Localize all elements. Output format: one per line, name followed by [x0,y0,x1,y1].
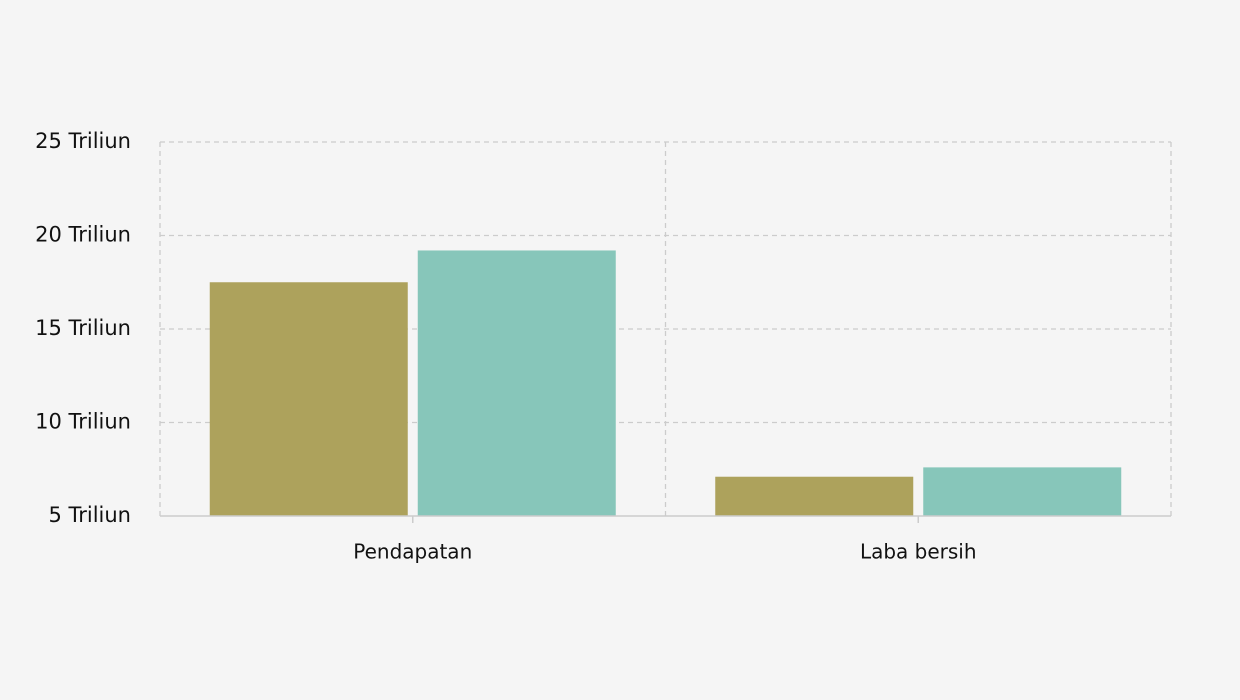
axes [160,515,1171,523]
bar-pendapatan-series-2 [417,250,616,516]
tick-labels: 5 Triliun 10 Triliun 15 Triliun 20 Triliun 2… [35,129,976,564]
bars [209,250,1122,516]
y-tick-label: 25 Triliun [35,129,131,153]
x-tick-label: Pendapatan [353,540,472,564]
bar-laba-bersih-series-1 [715,476,914,516]
y-tick-label: 15 Triliun [35,316,131,340]
y-tick-label: 10 Triliun [35,410,131,434]
bar-pendapatan-series-1 [209,282,408,516]
y-tick-label: 20 Triliun [35,223,131,247]
bar-laba-bersih-series-2 [923,467,1122,516]
x-tick-label: Laba bersih [860,540,977,564]
y-tick-label: 5 Triliun [48,503,131,527]
grid-lines [159,141,1172,516]
